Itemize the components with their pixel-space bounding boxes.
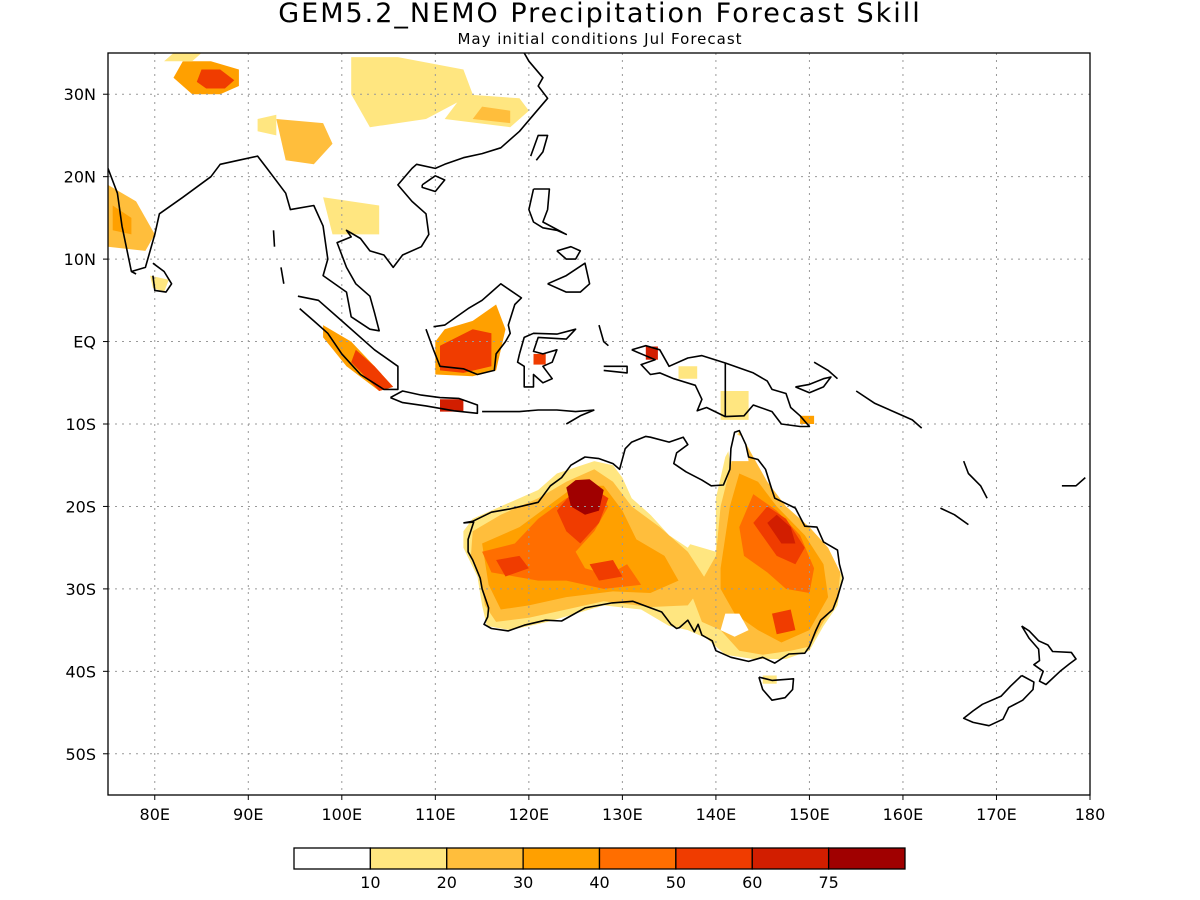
coastline-hainan (421, 175, 446, 193)
coastline-solomons (855, 390, 923, 429)
lat-tick-label: 20N (64, 168, 96, 187)
lat-tick-label: 50S (65, 745, 96, 764)
lat-tick-label: 30N (64, 85, 96, 104)
coastline-sumatra (297, 295, 399, 391)
colorbar-label: 50 (666, 873, 686, 892)
coastline-sri-lanka (152, 262, 173, 293)
lon-tick-label: 100E (321, 805, 362, 824)
skill-region-china-south-inner (472, 106, 511, 124)
coastline-halmahera (598, 324, 609, 347)
colorbar-swatch (293, 847, 372, 870)
lon-tick-label: 130E (602, 805, 643, 824)
coastline-new-britain (795, 376, 832, 394)
skill-region-aus-east-core-spot (767, 514, 796, 544)
lat-tick-label: EQ (73, 333, 96, 352)
colorbar-swatch (827, 847, 906, 870)
lat-tick-label: 10S (65, 415, 96, 434)
coastline-lesser-sunda (482, 409, 595, 413)
longitude-axis: 80E 90E 100E 110E 120E 130E 140E 150E 160E 170E 18… (140, 795, 1106, 824)
coastline-fiji (1061, 476, 1086, 487)
coastline-java (390, 390, 479, 415)
coastline-nicobar (280, 267, 285, 284)
coastline-philippines-luzon (528, 188, 568, 236)
skill-region-aus-se-spot (772, 609, 796, 635)
colorbar-swatch (598, 847, 677, 870)
coastline-tasmania (758, 676, 795, 702)
coastline-australia (463, 429, 844, 664)
skill-region-sulawesi-spot (533, 353, 546, 365)
skill-region-aus-mid-spot (589, 560, 623, 581)
coastline-andaman (272, 230, 276, 247)
lat-tick-label: 30S (65, 580, 96, 599)
lon-tick-label: 80E (140, 805, 170, 824)
colorbar-label: 20 (437, 873, 457, 892)
skill-region-tibet-east (351, 57, 473, 128)
coastline-vanuatu (962, 460, 988, 499)
latitude-axis: 30N 20N 10N EQ 10S 20S 30S 40S 50S (64, 85, 108, 764)
colorbar-swatch (522, 847, 601, 870)
lon-tick-label: 90E (233, 805, 263, 824)
colorbar-label: 40 (589, 873, 609, 892)
coastline-nz-north (1021, 625, 1077, 686)
skill-region-burma (276, 119, 333, 165)
skill-region-new-guinea-mid (678, 366, 698, 379)
coastline-timor (565, 409, 595, 425)
coastline-borneo (425, 282, 523, 376)
coastline-india-south (131, 270, 137, 275)
lon-tick-label: 150E (789, 805, 830, 824)
chart-title: GEM5.2_NEMO Precipitation Forecast Skill (278, 0, 922, 29)
skill-region-aus-sa-low (720, 613, 749, 637)
skill-region-india-west-inner (112, 205, 132, 235)
coastline-seram (603, 365, 628, 374)
coastline-new-caledonia (940, 507, 969, 526)
lon-tick-label: 120E (509, 805, 550, 824)
lon-tick-label: 160E (883, 805, 924, 824)
skill-region-aus-sw-spot (496, 555, 529, 577)
coastline-sulawesi (516, 328, 577, 388)
coastlines (108, 53, 1086, 727)
dotted-gridlines (108, 53, 1090, 795)
colorbar-label: 10 (360, 873, 380, 892)
skill-region-new-guinea-south (720, 391, 749, 420)
coastline-asia-mainland (108, 53, 549, 332)
colorbar-swatch (446, 847, 524, 870)
skill-region-aus-kimberley (566, 479, 604, 515)
lat-tick-label: 40S (65, 662, 96, 681)
skill-region-thailand (323, 197, 380, 235)
colorbar-label: 75 (818, 873, 838, 892)
coastline-new-ireland (813, 361, 839, 380)
lon-tick-label: 110E (415, 805, 456, 824)
coastline-new-guinea (631, 344, 811, 428)
lat-tick-label: 10N (64, 250, 96, 269)
skill-region-java-spot (440, 399, 464, 412)
lat-tick-label: 20S (65, 497, 96, 516)
skill-region-new-guinea-east (800, 415, 815, 424)
colorbar-swatch (675, 847, 753, 870)
lon-tick-label: 180 (1075, 805, 1106, 824)
skill-region-burma-small (257, 114, 277, 136)
colorbar-label: 60 (742, 873, 762, 892)
skill-region-borneo-inner (440, 329, 492, 373)
skill-region-tibet-west (164, 53, 202, 62)
lon-tick-label: 140E (696, 805, 737, 824)
skill-region-sumatra-inner (351, 349, 394, 391)
lon-tick-label: 170E (976, 805, 1017, 824)
colorbar-label: 30 (513, 873, 533, 892)
colorbar-swatch (751, 847, 830, 870)
skill-region-himalaya-north-inner (196, 69, 235, 89)
coastline-nz-south (962, 674, 1035, 727)
coastline-philippines-mindanao (547, 262, 591, 293)
colorbar-swatch (369, 847, 448, 870)
coastline-philippines-central (556, 245, 582, 260)
colorbar: 10 20 30 40 50 60 75 (293, 847, 906, 892)
skill-region-aus-nt-low (659, 514, 698, 536)
chart-subtitle: May initial conditions Jul Forecast (457, 30, 743, 48)
coastline-taiwan (529, 134, 549, 161)
